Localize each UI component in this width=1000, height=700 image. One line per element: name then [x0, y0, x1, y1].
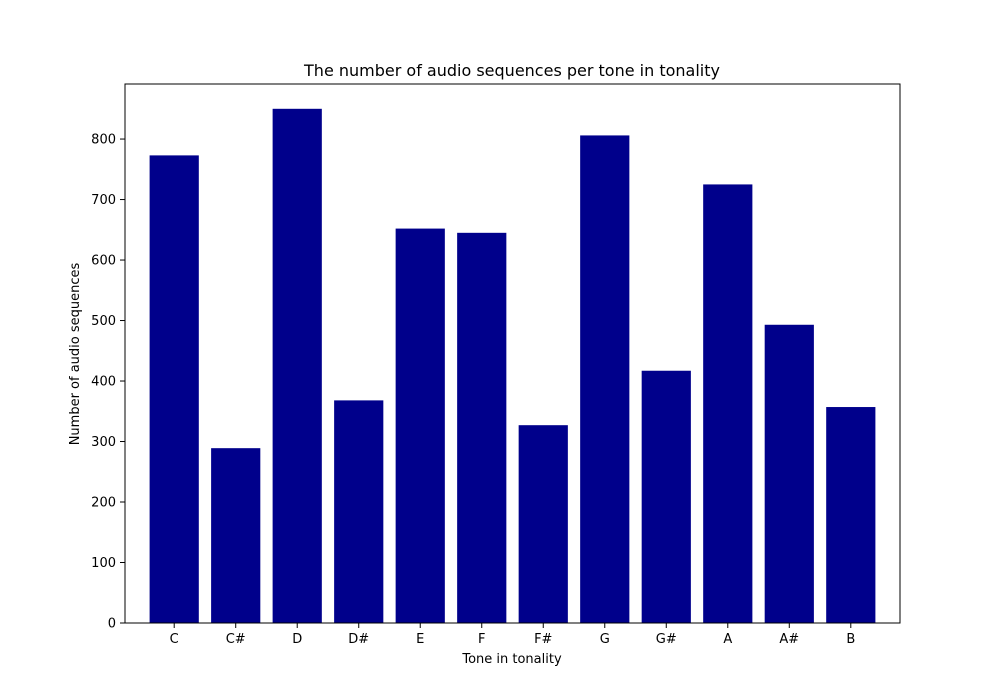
bar-d-sharp [334, 400, 384, 623]
x-tick-label: B [846, 632, 855, 647]
x-tick-label: A# [779, 632, 799, 647]
bar-c-sharp [211, 448, 261, 623]
x-tick-label: G [600, 632, 610, 647]
x-tick-label: F [478, 632, 485, 647]
y-tick-label: 100 [91, 556, 116, 571]
bar-g-sharp [641, 370, 691, 623]
bar-c [149, 155, 199, 623]
x-tick-label: G# [656, 632, 677, 647]
bar-f-sharp [518, 425, 568, 623]
x-tick-label: E [416, 632, 424, 647]
x-tick-label: F# [534, 632, 552, 647]
y-tick-label: 300 [91, 435, 116, 450]
plot-frame [124, 83, 901, 624]
y-tick-label: 500 [91, 314, 116, 329]
y-tick-label: 200 [91, 496, 116, 511]
bar-d [272, 108, 322, 623]
y-tick-label: 700 [91, 193, 116, 208]
bar-g [580, 135, 630, 624]
x-tick-label: A [723, 632, 732, 647]
bar-e [395, 228, 445, 623]
x-tick-label: C [170, 632, 179, 647]
x-tick-label: D# [348, 632, 369, 647]
y-axis-label: Number of audio sequences [68, 262, 83, 445]
y-tick-label: 800 [91, 133, 116, 148]
x-tick-label: C# [226, 632, 246, 647]
chart-title: The number of audio sequences per tone i… [303, 61, 720, 80]
x-axis: C C# D D# E F F# G G# A A# B [170, 623, 855, 647]
y-tick-label: 600 [91, 254, 116, 269]
y-axis: 0 100 200 300 400 500 600 700 800 [91, 133, 125, 632]
bar-a-sharp [764, 324, 814, 623]
y-tick-label: 0 [108, 617, 116, 632]
x-tick-label: D [292, 632, 302, 647]
x-axis-label: Tone in tonality [461, 652, 562, 667]
bar-f [457, 232, 507, 623]
y-tick-label: 400 [91, 375, 116, 390]
bars-group [149, 108, 876, 624]
bar-b [826, 407, 876, 623]
bar-a [703, 184, 753, 624]
